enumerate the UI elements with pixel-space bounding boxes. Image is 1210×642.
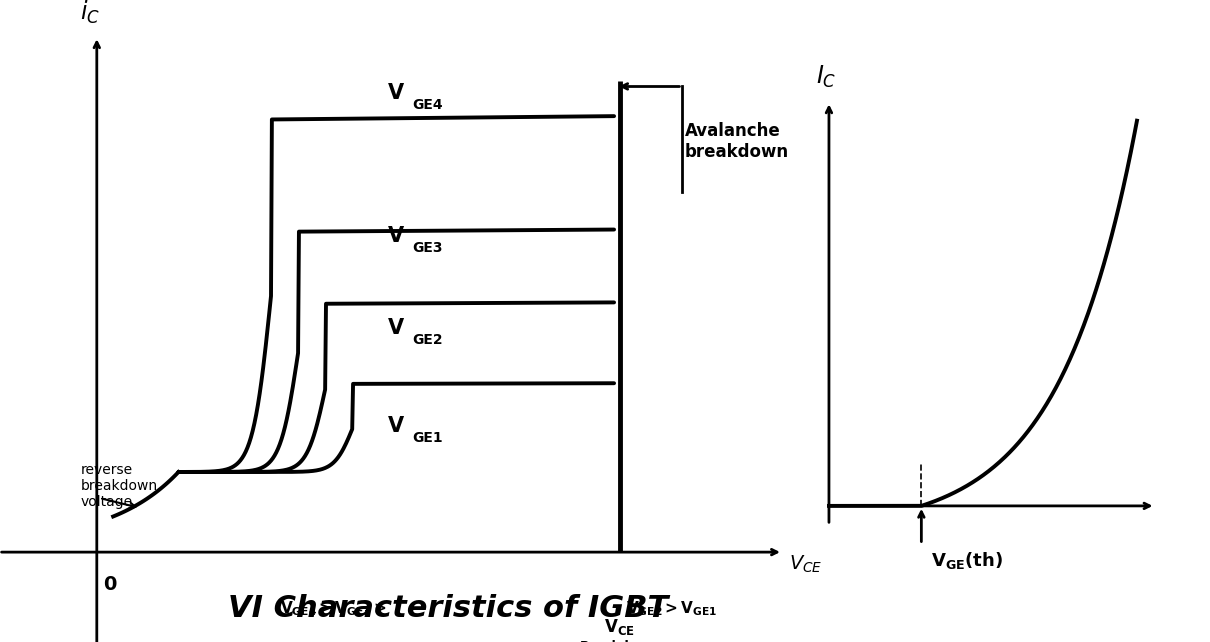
Text: $\mathbf{V_{GE4} > V_{GE3} >}$: $\mathbf{V_{GE4} > V_{GE3} >}$ — [280, 600, 386, 618]
Text: GE2: GE2 — [413, 333, 443, 347]
Text: GE1: GE1 — [413, 431, 443, 445]
Text: GE4: GE4 — [413, 98, 443, 112]
Text: Avalanche
breakdown: Avalanche breakdown — [685, 122, 789, 161]
Text: reverse
breakdown
voltage: reverse breakdown voltage — [80, 463, 157, 509]
Text: GE3: GE3 — [413, 241, 443, 255]
Text: $\mathbf{V_{CE}}$: $\mathbf{V_{CE}}$ — [604, 617, 635, 638]
Text: V: V — [387, 225, 404, 246]
Text: $V_{CE}$: $V_{CE}$ — [789, 554, 823, 575]
Text: VI Characteristics of IGBT: VI Characteristics of IGBT — [227, 594, 668, 623]
Text: $\mathbf{V_{GE}(th)}$: $\mathbf{V_{GE}(th)}$ — [930, 550, 1003, 571]
Text: V: V — [387, 416, 404, 436]
Text: Breakdown: Breakdown — [581, 639, 658, 642]
Text: $I_C$: $I_C$ — [816, 64, 836, 90]
Text: $i_C$: $i_C$ — [80, 0, 100, 26]
Text: 0: 0 — [103, 575, 116, 594]
Text: $\mathbf{V_{GE2} > V_{GE1}}$: $\mathbf{V_{GE2} > V_{GE1}}$ — [626, 600, 718, 618]
Text: V: V — [387, 318, 404, 338]
Text: V: V — [387, 83, 404, 103]
